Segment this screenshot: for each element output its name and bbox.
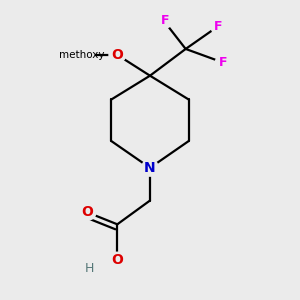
Ellipse shape [79, 205, 96, 220]
Text: N: N [144, 161, 156, 175]
Text: F: F [219, 56, 227, 69]
Ellipse shape [69, 47, 94, 62]
Ellipse shape [109, 47, 126, 63]
Text: O: O [111, 253, 123, 267]
Ellipse shape [158, 13, 172, 28]
Ellipse shape [142, 160, 158, 176]
Text: O: O [111, 48, 123, 62]
Text: O: O [82, 206, 94, 219]
Text: H: H [84, 262, 94, 275]
Ellipse shape [211, 19, 226, 34]
Ellipse shape [215, 55, 230, 70]
Text: F: F [214, 20, 223, 33]
Text: F: F [160, 14, 169, 27]
Ellipse shape [109, 252, 126, 268]
Text: methoxy: methoxy [59, 50, 104, 60]
